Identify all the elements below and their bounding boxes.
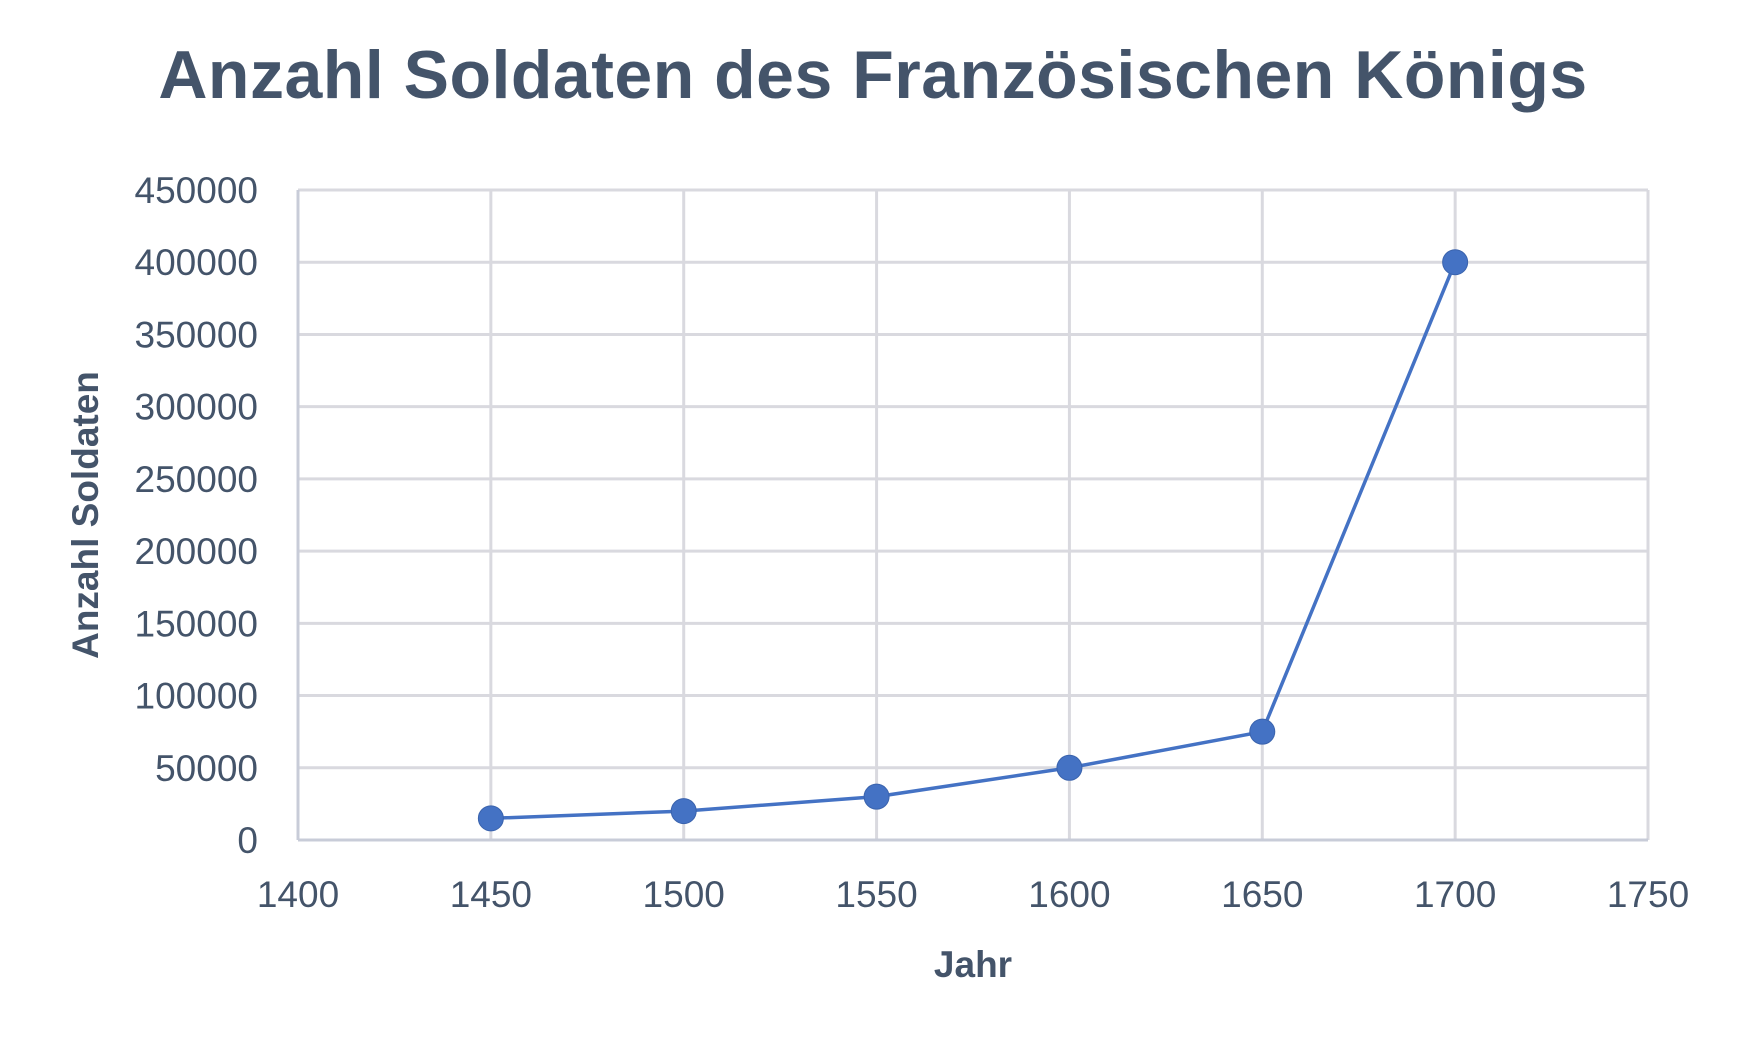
grid [298,188,1650,840]
data-point [1249,718,1276,745]
x-tick-label: 1500 [643,874,725,915]
x-tick-label: 1700 [1414,874,1496,915]
y-tick-label: 250000 [135,459,258,500]
y-axis-title: Anzahl Soldaten [65,371,106,659]
axes [296,190,1648,842]
y-tick-label: 400000 [135,242,258,283]
x-axis-title: Jahr [934,944,1012,985]
x-tick-label: 1750 [1607,874,1689,915]
y-tick-label: 0 [237,820,258,861]
data-point [863,783,890,810]
data-point [1056,754,1083,781]
y-tick-label: 50000 [155,748,258,789]
x-tick-labels: 1400 1450 1500 1550 1600 1650 1700 1750 [257,874,1689,915]
y-tick-labels: 0 50000 100000 150000 200000 250000 300000 3500… [135,170,258,861]
chart-title: Anzahl Soldaten des Französischen Königs [158,37,1588,113]
data-point [477,805,504,832]
y-tick-label: 100000 [135,676,258,717]
x-tick-label: 1600 [1028,874,1110,915]
series [477,249,1469,832]
y-tick-label: 200000 [135,531,258,572]
y-tick-label: 150000 [135,603,258,644]
series-line [490,261,1457,821]
x-tick-label: 1650 [1221,874,1303,915]
x-tick-label: 1450 [450,874,532,915]
x-tick-label: 1400 [257,874,339,915]
data-point [1442,249,1469,276]
y-tick-label: 300000 [135,387,258,428]
y-tick-label: 450000 [135,170,258,211]
data-point [670,798,697,825]
y-tick-label: 350000 [135,314,258,355]
x-tick-label: 1550 [835,874,917,915]
